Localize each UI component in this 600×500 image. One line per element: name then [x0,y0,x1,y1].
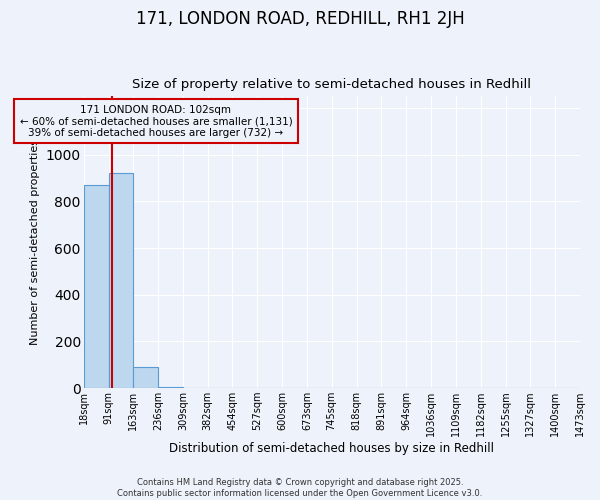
X-axis label: Distribution of semi-detached houses by size in Redhill: Distribution of semi-detached houses by … [169,442,494,455]
Bar [133,367,158,388]
Text: 171 LONDON ROAD: 102sqm
← 60% of semi-detached houses are smaller (1,131)
39% of: 171 LONDON ROAD: 102sqm ← 60% of semi-de… [20,104,292,138]
Bar [158,387,183,388]
Title: Size of property relative to semi-detached houses in Redhill: Size of property relative to semi-detach… [133,78,532,91]
Text: Contains HM Land Registry data © Crown copyright and database right 2025.
Contai: Contains HM Land Registry data © Crown c… [118,478,482,498]
Bar [109,174,133,388]
Text: 171, LONDON ROAD, REDHILL, RH1 2JH: 171, LONDON ROAD, REDHILL, RH1 2JH [136,10,464,28]
Y-axis label: Number of semi-detached properties: Number of semi-detached properties [30,139,40,345]
Bar [83,185,109,388]
